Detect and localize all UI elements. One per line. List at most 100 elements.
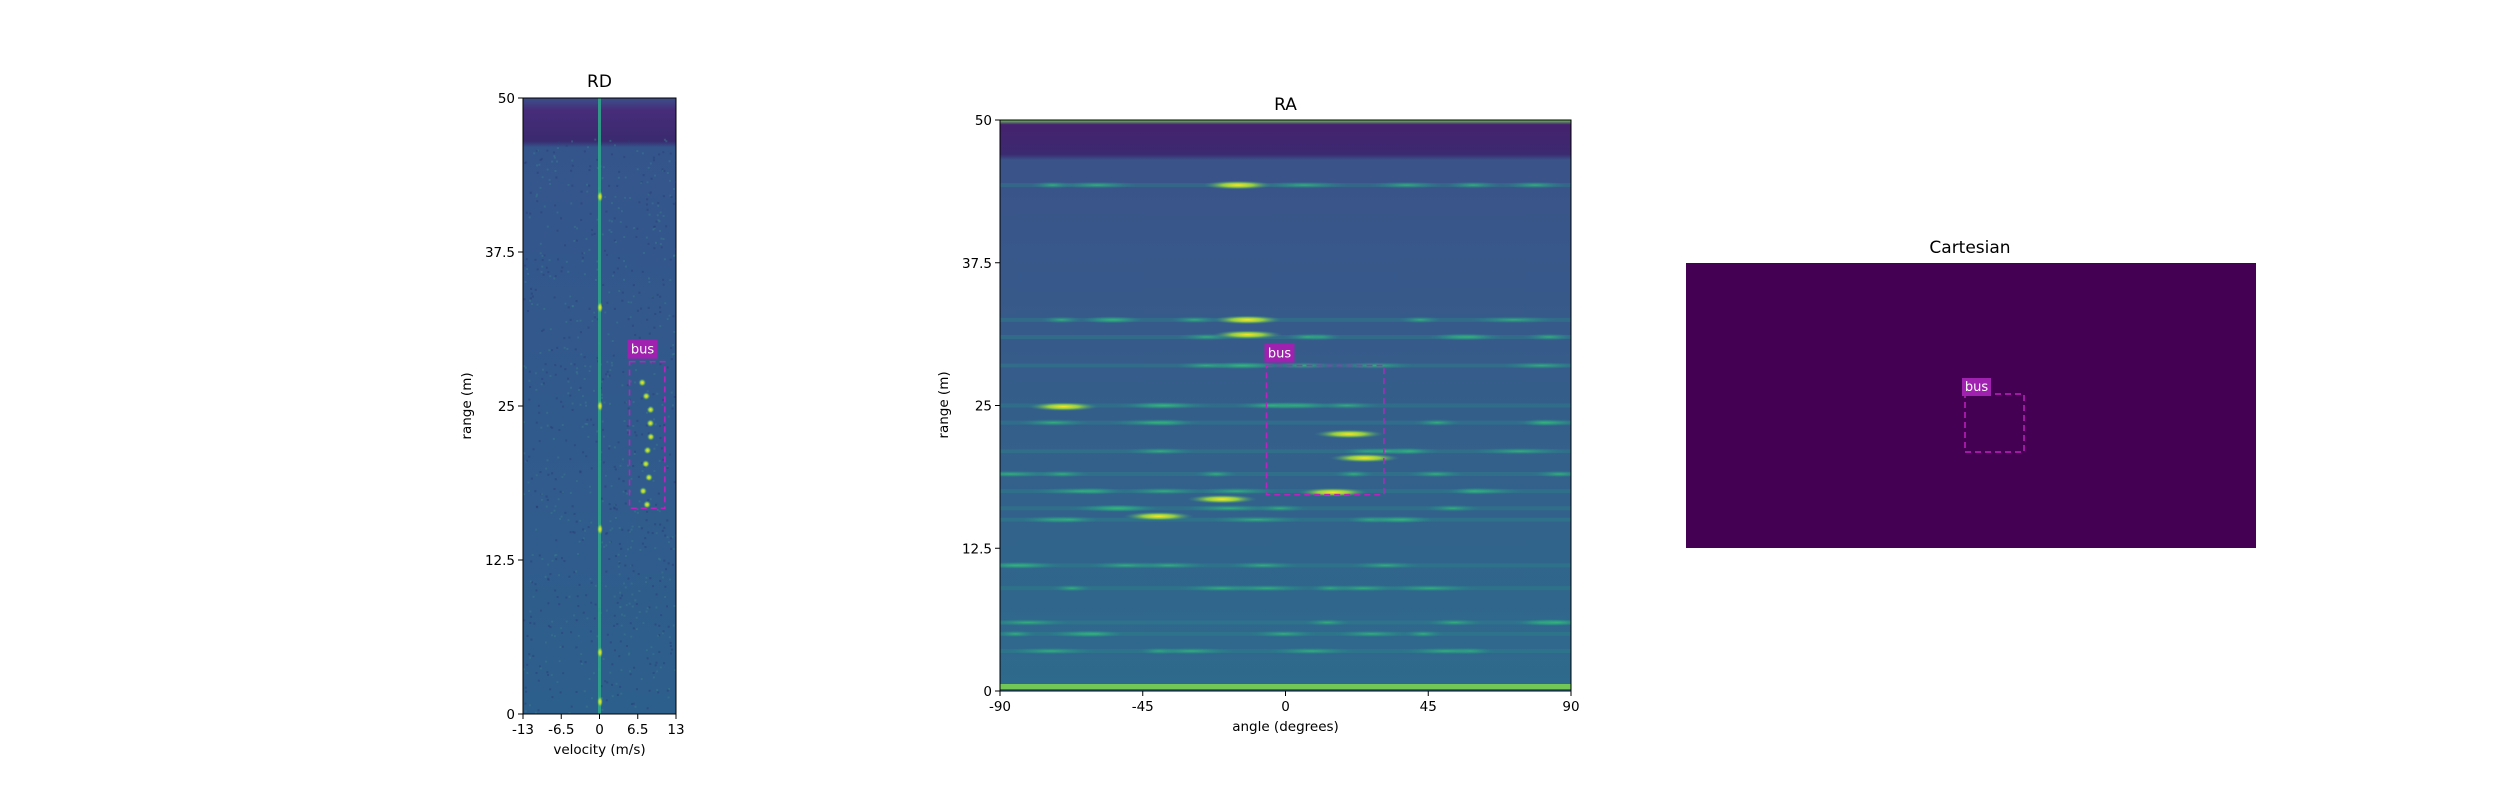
ra-strong-return — [1329, 453, 1400, 463]
rd-noise-dot — [546, 498, 549, 501]
rd-noise-dot — [623, 633, 626, 636]
rd-noise-dot — [564, 368, 567, 371]
rd-noise-dot — [615, 508, 618, 511]
rd-noise-dot — [589, 212, 592, 215]
rd-noise-dot — [544, 641, 547, 644]
rd-noise-dot — [534, 258, 537, 261]
rd-noise-dot — [573, 363, 576, 366]
rd-noise-dot — [583, 690, 586, 693]
rd-noise-dot — [573, 512, 576, 515]
ra-band-blob — [1337, 362, 1415, 370]
rd-noise-dot — [531, 553, 534, 556]
rd-noise-dot — [575, 300, 578, 303]
rd-noise-dot — [524, 710, 527, 713]
rd-noise-dot — [584, 661, 587, 664]
rd-noise-dot — [556, 160, 559, 163]
rd-noise-dot — [631, 703, 634, 706]
ra-x-axis-label: angle (degrees) — [1232, 719, 1339, 735]
rd-noise-dot — [631, 540, 634, 543]
rd-noise-dot — [617, 207, 620, 210]
ra-band-blob — [1004, 647, 1098, 655]
rd-noise-dot — [663, 424, 666, 427]
rd-noise-dot — [561, 424, 564, 427]
rd-noise-dot — [604, 532, 607, 535]
rd-noise-dot — [549, 626, 552, 629]
ra-x-ticks: -90 -45 0 45 90 — [989, 691, 1580, 715]
rd-noise-dot — [533, 152, 536, 155]
rd-y-tick-label: 37.5 — [485, 245, 515, 261]
ra-strong-return — [1123, 511, 1194, 521]
rd-noise-dot — [635, 688, 638, 691]
ra-band-blob — [1193, 487, 1280, 495]
rd-noise-dot — [614, 517, 617, 520]
rd-noise-dot — [548, 349, 551, 352]
rd-noise-dot — [670, 391, 673, 394]
rd-noise-dot — [621, 594, 624, 597]
rd-noise-dot — [608, 184, 611, 187]
rd-noise-dot — [550, 426, 553, 429]
rd-noise-dot — [648, 689, 651, 692]
rd-noise-dot — [651, 532, 654, 535]
ra-band-blob — [1078, 504, 1157, 512]
rd-noise-dot — [570, 202, 573, 205]
rd-noise-dot — [525, 161, 528, 164]
rd-bus-return — [644, 473, 653, 482]
rd-bus-return — [642, 392, 651, 401]
rd-noise-dot — [645, 610, 648, 613]
rd-noise-dot — [662, 151, 665, 154]
rd-noise-dot — [671, 404, 674, 407]
rd-noise-dot — [571, 164, 574, 167]
ra-near-range-line — [1000, 684, 1571, 689]
rd-noise-dot — [647, 277, 650, 280]
rd-noise-dot — [525, 211, 528, 214]
rd-noise-dot — [663, 526, 666, 529]
ra-band-blob — [1017, 419, 1090, 427]
rd-noise-dot — [531, 303, 534, 306]
rd-noise-dot — [527, 481, 530, 484]
rd-noise-dot — [642, 622, 645, 625]
rd-noise-dot — [623, 582, 626, 585]
rd-noise-dot — [664, 596, 667, 599]
rd-noise-dot — [563, 346, 566, 349]
rd-noise-dot — [610, 361, 613, 364]
rd-noise-dot — [656, 509, 659, 512]
rd-noise-dot — [659, 436, 662, 439]
rd-noise-dot — [566, 347, 569, 350]
rd-noise-dot — [617, 176, 620, 179]
rd-noise-dot — [631, 525, 634, 528]
rd-noise-dot — [577, 634, 580, 637]
rd-noise-dot — [655, 503, 658, 506]
rd-noise-dot — [608, 541, 611, 544]
ra-band-blob — [1502, 181, 1567, 189]
rd-noise-dot — [584, 401, 587, 404]
rd-noise-dot — [604, 485, 607, 488]
rd-noise-dot — [604, 196, 607, 199]
rd-noise-dot — [639, 548, 642, 551]
rd-noise-dot — [655, 606, 658, 609]
rd-noise-dot — [579, 403, 582, 406]
ra-band-blob — [1424, 504, 1481, 512]
rd-noise-dot — [625, 644, 628, 647]
ra-band-blob — [1522, 333, 1571, 341]
rd-noise-dot — [536, 171, 539, 174]
rd-bus-label-bg — [627, 339, 658, 359]
rd-noise-dot — [629, 673, 632, 676]
rd-noise-dot — [611, 274, 614, 277]
rd-noise-dot — [672, 187, 675, 190]
rd-noise-dot — [575, 646, 578, 649]
rd-noise-dot — [613, 271, 616, 274]
rd-noise-dot — [668, 636, 671, 639]
rd-noise-dot — [630, 546, 633, 549]
rd-noise-dot — [540, 270, 543, 273]
rd-title: RD — [587, 72, 612, 92]
ra-panel: RA -90 -45 0 45 90 0 12.5 25 37.5 50 angle (degr… — [936, 95, 1580, 735]
rd-noise-dot — [528, 216, 531, 219]
rd-noise-dot — [627, 577, 630, 580]
rd-noise-dot — [574, 348, 577, 351]
rd-noise-dot — [609, 671, 612, 674]
rd-noise-dot — [579, 660, 582, 663]
rd-noise-dot — [657, 691, 660, 694]
rd-noise-dot — [528, 370, 531, 373]
ra-band-blob — [1146, 647, 1237, 655]
